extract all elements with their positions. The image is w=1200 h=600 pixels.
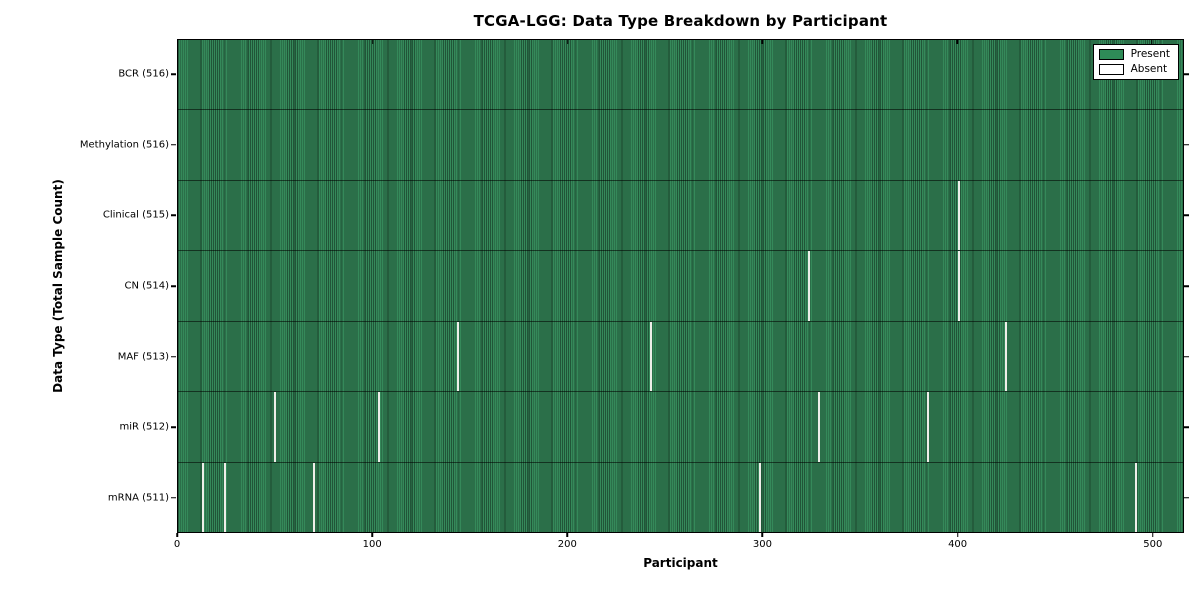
x-tick bbox=[176, 533, 178, 537]
legend-label: Absent bbox=[1130, 63, 1168, 76]
legend-label: Present bbox=[1130, 48, 1170, 61]
absent-line bbox=[1135, 462, 1138, 532]
x-tick-label: 300 bbox=[752, 539, 772, 550]
top-tick bbox=[956, 40, 958, 44]
absent-swatch bbox=[1098, 64, 1124, 75]
absent-line bbox=[958, 251, 961, 321]
y-tick-label: miR (512) bbox=[119, 421, 169, 433]
y-tick bbox=[171, 214, 176, 217]
legend: Present Absent bbox=[1092, 44, 1179, 80]
y-tick-label: mRNA (511) bbox=[107, 492, 169, 504]
absent-line bbox=[457, 321, 460, 392]
x-tick bbox=[1152, 533, 1154, 537]
row-maf bbox=[178, 321, 1183, 393]
y-tick bbox=[1184, 496, 1189, 499]
row-bcr bbox=[178, 40, 1183, 111]
present-swatch bbox=[1098, 49, 1124, 60]
y-axis-tick-labels: BCR (516) Methylation (516) Clinical (515)… bbox=[0, 39, 169, 533]
x-axis-title: Participant bbox=[643, 556, 718, 570]
top-tick bbox=[1151, 40, 1153, 44]
y-tick bbox=[171, 285, 176, 287]
y-tick bbox=[1184, 355, 1189, 358]
y-tick bbox=[171, 73, 176, 76]
y-tick bbox=[171, 355, 176, 358]
x-tick-label: 0 bbox=[173, 539, 181, 550]
y-tick-label: BCR (516) bbox=[118, 68, 169, 80]
y-tick bbox=[1184, 214, 1189, 217]
x-tick-label: 400 bbox=[948, 539, 968, 550]
top-tick bbox=[566, 40, 569, 44]
y-tick-label: CN (514) bbox=[124, 280, 169, 292]
y-tick bbox=[171, 426, 176, 428]
absent-line bbox=[1004, 321, 1007, 392]
top-tick bbox=[761, 40, 764, 44]
absent-line bbox=[313, 462, 316, 532]
absent-line bbox=[202, 462, 205, 532]
row-cn bbox=[178, 251, 1183, 322]
absent-line bbox=[926, 392, 929, 462]
row-clinical bbox=[178, 180, 1183, 252]
heatmap-rows bbox=[178, 40, 1183, 532]
y-axis-ticks-right bbox=[1184, 39, 1190, 533]
y-tick bbox=[1184, 73, 1189, 76]
y-tick-label: MAF (513) bbox=[117, 351, 169, 363]
row-mrna bbox=[178, 462, 1183, 532]
y-axis-ticks-left bbox=[171, 39, 177, 533]
x-tick-label: 100 bbox=[362, 539, 382, 550]
absent-line bbox=[958, 180, 961, 251]
row-methylation bbox=[178, 110, 1183, 181]
x-tick bbox=[956, 533, 959, 537]
y-tick bbox=[1184, 285, 1189, 287]
absent-line bbox=[817, 392, 820, 462]
absent-line bbox=[808, 251, 811, 321]
x-tick-label: 200 bbox=[557, 539, 577, 550]
absent-line bbox=[223, 462, 226, 532]
y-tick bbox=[1184, 144, 1189, 146]
y-tick bbox=[171, 496, 176, 499]
absent-line bbox=[650, 321, 653, 392]
y-tick-label: Clinical (515) bbox=[102, 209, 169, 221]
x-axis-ticks bbox=[176, 533, 1184, 537]
y-tick bbox=[1184, 426, 1189, 428]
y-tick-label: Methylation (516) bbox=[79, 139, 169, 151]
absent-line bbox=[377, 392, 380, 462]
x-tick bbox=[371, 533, 373, 537]
top-tick bbox=[372, 40, 374, 44]
absent-line bbox=[274, 392, 277, 462]
y-tick bbox=[171, 144, 176, 146]
x-tick bbox=[566, 533, 569, 537]
chart-title: TCGA-LGG: Data Type Breakdown by Partici… bbox=[473, 12, 888, 30]
plot-area: Present Absent bbox=[177, 39, 1184, 533]
legend-entry: Absent bbox=[1098, 63, 1170, 76]
x-tick-label: 500 bbox=[1143, 539, 1163, 550]
row-mir bbox=[178, 392, 1183, 463]
x-tick bbox=[761, 533, 764, 537]
absent-line bbox=[759, 462, 762, 532]
legend-entry: Present bbox=[1098, 48, 1170, 61]
